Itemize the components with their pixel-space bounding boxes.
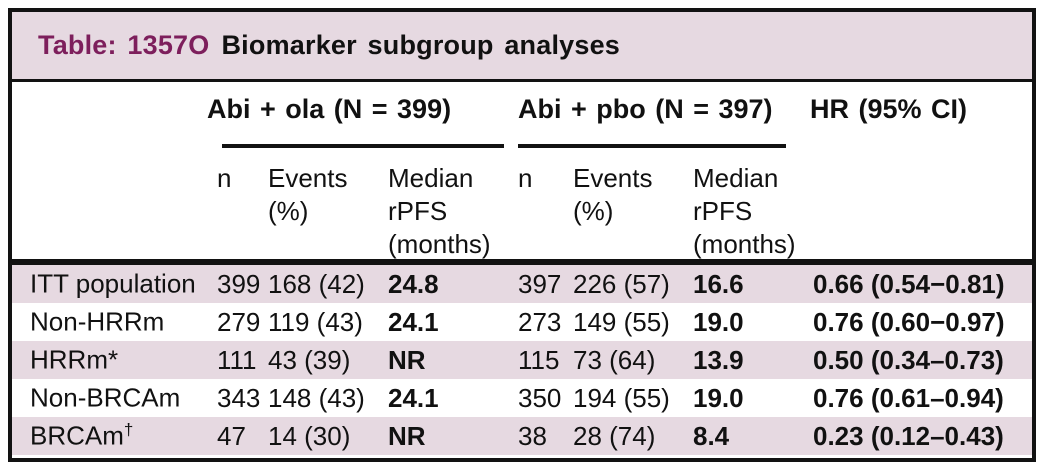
column-header-hr: HR (95% CI) bbox=[810, 94, 968, 124]
cell-events-group1: 119 (43) bbox=[268, 306, 363, 337]
table-row-non-brcam: Non-BRCAm 343 148 (43) 24.1 350 194 (55)… bbox=[12, 379, 1032, 417]
cell-events-group2: 73 (64) bbox=[573, 344, 656, 375]
row-label-text: Non-HRRm bbox=[30, 306, 165, 337]
cell-n-group2: 38 bbox=[518, 420, 547, 451]
cell-events-group2: 28 (74) bbox=[573, 420, 656, 451]
cell-hr: 0.76 (0.61–0.94) bbox=[813, 382, 1004, 413]
subcolumn-events-group2: Events (%) bbox=[573, 163, 653, 226]
cell-n-group1: 343 bbox=[217, 382, 261, 413]
row-label: ITT population bbox=[30, 268, 217, 300]
cell-n-group1: 111 bbox=[217, 344, 257, 375]
cell-n-group2: 397 bbox=[518, 268, 562, 299]
cell-events-group2: 226 (57) bbox=[573, 268, 670, 299]
table-row-non-hrrm: Non-HRRm 279 119 (43) 24.1 273 149 (55) … bbox=[12, 303, 1032, 341]
table-body: ITT population 399 168 (42) 24.8 397 226… bbox=[12, 265, 1032, 455]
row-label-sup: † bbox=[123, 420, 134, 440]
cell-events-group1: 168 (42) bbox=[268, 268, 365, 299]
table-header: Abi + ola (N = 399) Abi + pbo (N = 397) … bbox=[12, 82, 1032, 265]
cell-median-group1: NR bbox=[388, 344, 426, 375]
cell-median-group1: 24.8 bbox=[388, 268, 439, 299]
table-row-itt-population: ITT population 399 168 (42) 24.8 397 226… bbox=[12, 265, 1032, 303]
cell-median-group2: 19.0 bbox=[693, 306, 744, 337]
cell-median-group1: 24.1 bbox=[388, 306, 439, 337]
cell-n-group2: 273 bbox=[518, 306, 562, 337]
cell-hr: 0.50 (0.34–0.73) bbox=[813, 344, 1004, 375]
row-label: HRRm* bbox=[30, 344, 217, 376]
cell-n-group1: 399 bbox=[217, 268, 261, 299]
cell-median-group2: 19.0 bbox=[693, 382, 744, 413]
cell-n-group2: 115 bbox=[518, 344, 560, 375]
subcolumn-n-group2: n bbox=[518, 163, 533, 193]
table-frame: Table: 1357O Biomarker subgroup analyses… bbox=[8, 8, 1036, 462]
table-number-label: Table: 1357O bbox=[38, 30, 210, 60]
subcolumn-median-group1: Median rPFS (months) bbox=[388, 163, 491, 259]
row-label: BRCAm† bbox=[30, 420, 217, 452]
row-label: Non-BRCAm bbox=[30, 382, 217, 414]
table-title-bar: Table: 1357O Biomarker subgroup analyses bbox=[12, 12, 1032, 82]
cell-hr: 0.23 (0.12–0.43) bbox=[813, 420, 1004, 451]
row-label-text: HRRm* bbox=[30, 344, 119, 375]
cell-median-group2: 13.9 bbox=[693, 344, 744, 375]
cell-median-group2: 16.6 bbox=[693, 268, 744, 299]
row-label-text: BRCAm bbox=[30, 420, 124, 451]
subcolumn-median-group2: Median rPFS (months) bbox=[693, 163, 796, 259]
row-label-text: Non-BRCAm bbox=[30, 382, 181, 413]
group1-underline bbox=[222, 144, 504, 148]
table-row-hrrm: HRRm* 111 43 (39) NR 115 73 (64) 13.9 0.… bbox=[12, 341, 1032, 379]
table-row-brcam: BRCAm† 47 14 (30) NR 38 28 (74) 8.4 0.23… bbox=[12, 417, 1032, 455]
cell-hr: 0.76 (0.60−0.97) bbox=[813, 306, 1005, 337]
cell-n-group1: 47 bbox=[217, 420, 246, 451]
row-label: Non-HRRm bbox=[30, 306, 217, 338]
cell-median-group2: 8.4 bbox=[693, 420, 730, 451]
cell-events-group1: 43 (39) bbox=[268, 344, 351, 375]
cell-median-group1: NR bbox=[388, 420, 426, 451]
cell-n-group1: 279 bbox=[217, 306, 261, 337]
cell-n-group2: 350 bbox=[518, 382, 562, 413]
cell-median-group1: 24.1 bbox=[388, 382, 439, 413]
cell-hr: 0.66 (0.54−0.81) bbox=[813, 268, 1005, 299]
cell-events-group2: 194 (55) bbox=[573, 382, 670, 413]
cell-events-group1: 14 (30) bbox=[268, 420, 351, 451]
subcolumn-events-group1: Events (%) bbox=[268, 163, 348, 226]
group2-underline bbox=[518, 144, 786, 148]
cell-events-group1: 148 (43) bbox=[268, 382, 365, 413]
row-label-text: ITT population bbox=[30, 268, 196, 299]
subcolumn-n-group1: n bbox=[217, 163, 232, 193]
cell-events-group2: 149 (55) bbox=[573, 306, 670, 337]
column-group-abi-pbo: Abi + pbo (N = 397) bbox=[518, 94, 773, 124]
column-group-abi-ola: Abi + ola (N = 399) bbox=[207, 94, 452, 124]
table-title-text: Biomarker subgroup analyses bbox=[221, 30, 621, 60]
